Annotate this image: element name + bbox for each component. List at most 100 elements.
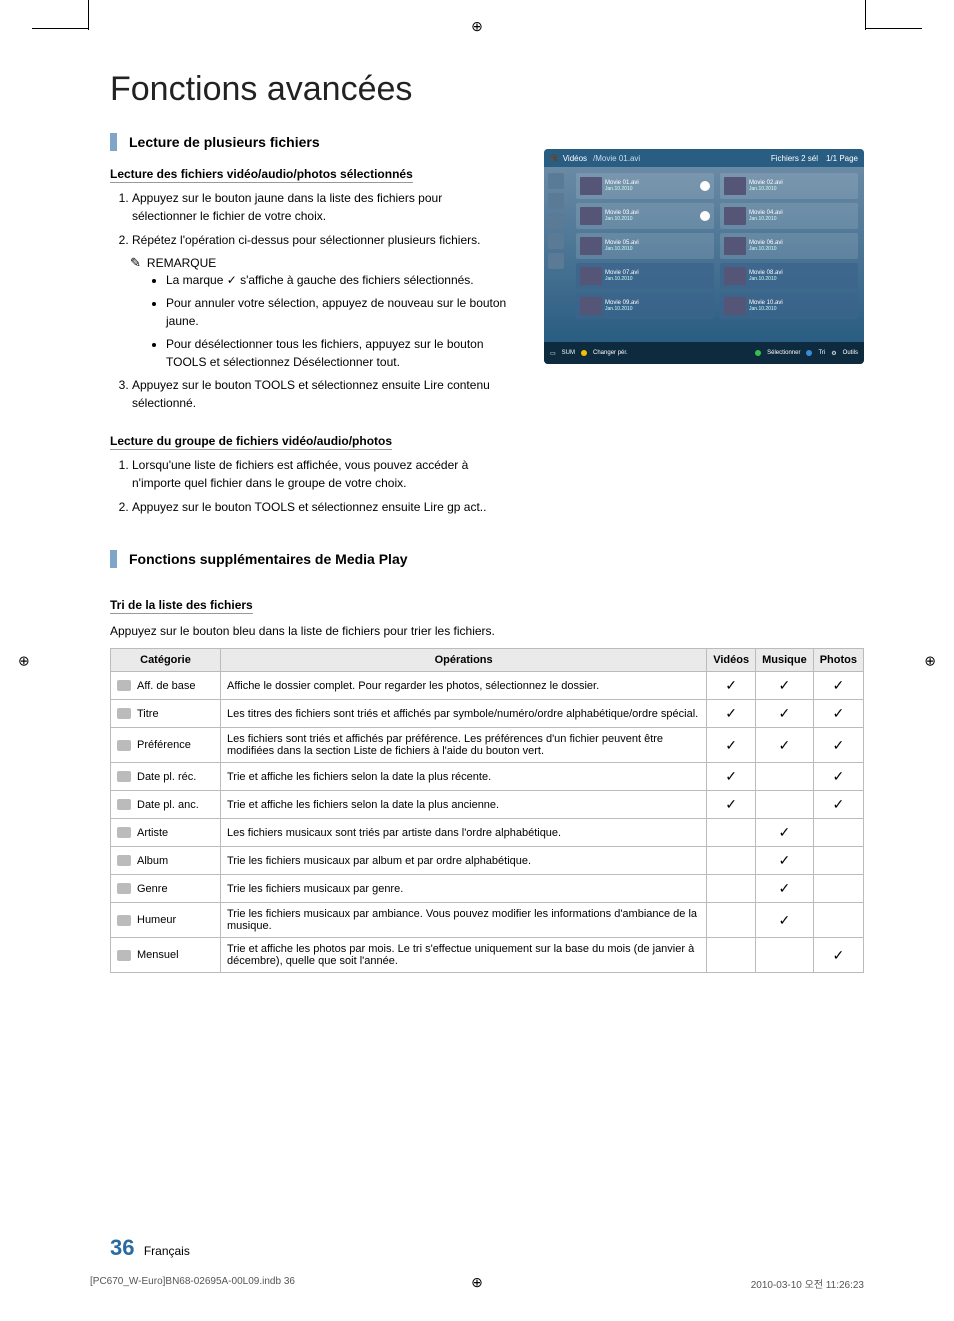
yellow-dot-icon (581, 350, 587, 356)
screenshot-header: 🎥 Vidéos /Movie 01.avi Fichiers 2 sél 1/… (544, 149, 864, 167)
cell-photos (813, 819, 863, 847)
file-item: Movie 03.aviJan.10.2010 (576, 203, 714, 229)
cell-category: Humeur (111, 903, 221, 938)
selection-count: Fichiers 2 sél (771, 154, 818, 163)
file-date: Jan.10.2010 (605, 307, 639, 313)
tools-label: Outils (843, 350, 858, 356)
page-language: Français (144, 1244, 190, 1258)
col-header-category: Catégorie (111, 649, 221, 672)
subheading: Lecture des fichiers vidéo/audio/photos … (110, 167, 413, 183)
table-row: MensuelTrie et affiche les photos par mo… (111, 938, 864, 973)
file-item: Movie 10.aviJan.10.2010 (720, 293, 858, 319)
thumbnail-icon (580, 267, 602, 285)
page-number-value: 36 (110, 1235, 134, 1260)
footer-left: [PC670_W-Euro]BN68-02695A-00L09.indb 36 (90, 1276, 295, 1291)
category-icon (117, 883, 131, 894)
list-item: Lorsqu'une liste de fichiers est affiché… (132, 456, 510, 492)
cell-videos: ✓ (707, 791, 756, 819)
cell-music (756, 791, 814, 819)
file-date: Jan.10.2010 (605, 187, 639, 193)
section-header: Fonctions supplémentaires de Media Play (110, 550, 864, 568)
thumbnail-icon (724, 297, 746, 315)
cell-operation: Trie et affiche les fichiers selon la da… (221, 763, 707, 791)
blue-dot-icon (806, 350, 812, 356)
category-icon (117, 799, 131, 810)
remark-row: ✎ REMARQUE (130, 255, 510, 271)
list-item: Répétez l'opération ci-dessus pour sélec… (132, 231, 510, 249)
page-number: 36 Français (110, 1235, 190, 1261)
table-row: ArtisteLes fichiers musicaux sont triés … (111, 819, 864, 847)
file-date: Jan.10.2010 (749, 247, 783, 253)
category-icon (117, 680, 131, 691)
section-bar-icon (110, 550, 117, 568)
sidebar-icon (548, 213, 564, 229)
crop-mark (88, 0, 89, 30)
screenshot-footer: ▭ SUM Changer pér. Sélectionner Tri ⚙ Ou… (544, 342, 864, 364)
file-item: Movie 05.aviJan.10.2010 (576, 233, 714, 259)
table-row: HumeurTrie les fichiers musicaux par amb… (111, 903, 864, 938)
ordered-list: Appuyez sur le bouton TOOLS et sélection… (110, 376, 510, 412)
cell-category: Date pl. réc. (111, 763, 221, 791)
cell-videos: ✓ (707, 763, 756, 791)
page-indicator: 1/1 Page (826, 154, 858, 163)
cell-videos (707, 875, 756, 903)
screenshot-body: Movie 01.aviJan.10.2010Movie 02.aviJan.1… (544, 167, 864, 342)
file-item: Movie 08.aviJan.10.2010 (720, 263, 858, 289)
footer-right: 2010-03-10 오전 11:26:23 (751, 1276, 864, 1291)
pencil-icon: ✎ (130, 255, 141, 271)
file-item: Movie 04.aviJan.10.2010 (720, 203, 858, 229)
remark-list: La marque ✓ s'affiche à gauche des fichi… (110, 271, 510, 371)
camera-icon: 🎥 (550, 154, 559, 162)
thumbnail-icon (580, 177, 602, 195)
left-column: Lecture des fichiers vidéo/audio/photos … (110, 161, 510, 516)
cell-photos: ✓ (813, 728, 863, 763)
file-date: Jan.10.2010 (605, 247, 639, 253)
file-text: Movie 06.aviJan.10.2010 (749, 240, 783, 252)
table-row: Date pl. anc.Trie et affiche les fichier… (111, 791, 864, 819)
table-row: Aff. de baseAffiche le dossier complet. … (111, 672, 864, 700)
sidebar-icon (548, 253, 564, 269)
cell-operation: Trie et affiche les photos par mois. Le … (221, 938, 707, 973)
table-row: AlbumTrie les fichiers musicaux par albu… (111, 847, 864, 875)
two-column-layout: Lecture des fichiers vidéo/audio/photos … (110, 161, 864, 516)
cell-videos (707, 819, 756, 847)
table-row: Date pl. réc.Trie et affiche les fichier… (111, 763, 864, 791)
file-date: Jan.10.2010 (749, 277, 783, 283)
green-dot-icon (755, 350, 761, 356)
file-text: Movie 10.aviJan.10.2010 (749, 300, 783, 312)
cell-music: ✓ (756, 819, 814, 847)
cell-videos: ✓ (707, 672, 756, 700)
sum-label: SUM (562, 350, 575, 356)
screenshot-sidebar (548, 173, 566, 269)
file-text: Movie 03.aviJan.10.2010 (605, 210, 639, 222)
thumbnail-icon (580, 237, 602, 255)
list-item: Appuyez sur le bouton TOOLS et sélection… (132, 376, 510, 412)
category-icon (117, 708, 131, 719)
section-title: Lecture de plusieurs fichiers (129, 134, 320, 150)
cell-photos (813, 875, 863, 903)
file-text: Movie 08.aviJan.10.2010 (749, 270, 783, 282)
thumbnail-icon (724, 267, 746, 285)
remark-label: REMARQUE (147, 256, 216, 270)
tools-icon: ⚙ (831, 350, 836, 357)
list-item: Appuyez sur le bouton jaune dans la list… (132, 189, 510, 225)
cell-category: Artiste (111, 819, 221, 847)
cell-music (756, 763, 814, 791)
list-item: La marque ✓ s'affiche à gauche des fichi… (166, 271, 510, 289)
screenshot-grid: Movie 01.aviJan.10.2010Movie 02.aviJan.1… (576, 173, 858, 319)
cell-videos (707, 938, 756, 973)
cell-operation: Trie les fichiers musicaux par album et … (221, 847, 707, 875)
section-title: Fonctions supplémentaires de Media Play (129, 551, 408, 567)
cell-operation: Les titres des fichiers sont triés et af… (221, 700, 707, 728)
cell-operation: Les fichiers sont triés et affichés par … (221, 728, 707, 763)
thumbnail-icon (580, 207, 602, 225)
cell-operation: Affiche le dossier complet. Pour regarde… (221, 672, 707, 700)
cell-photos: ✓ (813, 938, 863, 973)
blue-label: Tri (818, 350, 825, 356)
section-bar-icon (110, 133, 117, 151)
cell-videos: ✓ (707, 700, 756, 728)
file-text: Movie 09.aviJan.10.2010 (605, 300, 639, 312)
col-header-photos: Photos (813, 649, 863, 672)
file-item: Movie 02.aviJan.10.2010 (720, 173, 858, 199)
col-header-operations: Opérations (221, 649, 707, 672)
